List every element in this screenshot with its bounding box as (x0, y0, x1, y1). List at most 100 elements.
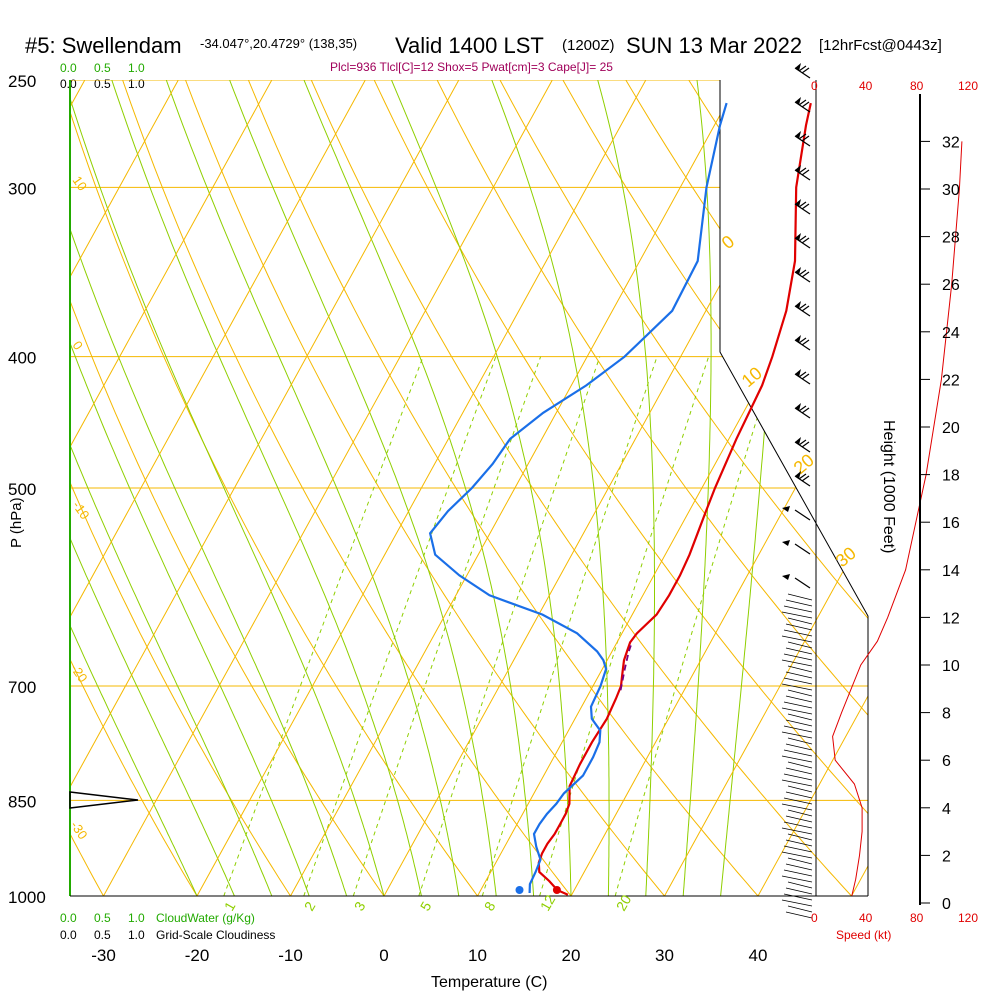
wind-barb (783, 605, 813, 613)
wind-barb-staff (781, 779, 813, 787)
wind-barb (794, 165, 811, 181)
mixing-ratio-line (303, 356, 497, 896)
wind-barb-staff (787, 881, 813, 889)
wind-barb-feather (801, 101, 810, 108)
height-tick-label: 24 (942, 325, 960, 342)
cloudiness-label: Grid-Scale Cloudiness (156, 928, 275, 942)
speed-bottom-120: 120 (958, 911, 978, 925)
wind-barb-staff (783, 845, 813, 853)
wind-barb (781, 875, 813, 883)
dry-adiabat-line (310, 80, 852, 896)
wind-barb (787, 617, 813, 625)
isotherm-line (290, 80, 740, 896)
wind-barb-staff (783, 725, 813, 733)
wind-barb-feather (801, 203, 810, 210)
wind-barb-staff (785, 815, 813, 823)
isotherms (70, 80, 868, 896)
dry-adiabat-line (185, 80, 665, 896)
temperature-tick-label: -30 (91, 946, 116, 965)
wind-barb-pennant (795, 131, 801, 139)
wind-barb (794, 199, 811, 215)
cloud-top-black-2: 1.0 (128, 77, 145, 91)
wind-barb-feather (798, 99, 807, 106)
wind-barb-staff (785, 887, 813, 895)
temperature-tick-label: 0 (379, 946, 388, 965)
valid-date: SUN 13 Mar 2022 (626, 33, 802, 58)
wind-barb-staff (785, 767, 813, 775)
moist-adiabat-line (229, 80, 497, 896)
wind-barb-staff (781, 731, 813, 739)
wind-barb-staff (787, 785, 813, 793)
cloud-bottom-black-0: 0.0 (60, 928, 77, 942)
mixing-ratio-line (352, 356, 542, 896)
wind-barb-staff (781, 851, 813, 859)
wind-barb (781, 635, 813, 643)
wind-barb (783, 869, 813, 877)
dewpoint-trace (428, 102, 728, 894)
wind-barb-staff (783, 653, 813, 661)
wind-barb (783, 629, 813, 637)
mixing-ratio-label: 2 (301, 899, 319, 914)
wind-barb-feather (798, 303, 807, 310)
mixing-ratio-label: 20 (613, 892, 635, 914)
pressure-tick-label: 500 (8, 480, 36, 499)
wind-barb-feather (798, 269, 807, 276)
wind-barb-feather (798, 65, 807, 72)
wind-barb-feather (801, 169, 810, 176)
wind-barb (794, 97, 811, 113)
wind-barb-staff (783, 797, 813, 805)
wind-barb (785, 887, 813, 895)
mixing-ratio-label: 12 (537, 892, 559, 914)
isotherm-line (664, 80, 868, 896)
wind-barb (785, 839, 813, 847)
wind-barb-staff (794, 543, 811, 555)
moist-adiabat-line (70, 80, 310, 896)
valid-time: Valid 1400 LST (395, 33, 544, 58)
height-tick-label: 16 (942, 515, 960, 532)
wind-barb-feather (798, 337, 807, 344)
wind-barb-staff (787, 857, 813, 865)
mixing-ratio-line (539, 356, 710, 896)
cloud-bottom-green-1: 0.5 (94, 911, 111, 925)
isotherm-line (570, 80, 868, 896)
cloudwater-label: CloudWater (g/Kg) (156, 911, 255, 925)
wind-barb-staff (785, 911, 813, 919)
wind-barb (781, 827, 813, 835)
height-tick-label: 6 (942, 753, 951, 770)
wind-barb (781, 731, 813, 739)
wind-barb (781, 755, 813, 763)
wind-barb-staff (785, 791, 813, 799)
sounding-traces (428, 102, 963, 897)
height-axis-label: Height (1000 Feet) (880, 420, 897, 553)
wind-barbs (781, 63, 813, 919)
wind-barb-pennant (795, 437, 801, 445)
wind-barb-staff (781, 875, 813, 883)
wind-barb (781, 707, 813, 715)
temperature-tick-label: -10 (278, 946, 303, 965)
moist-adiabat-label: 20 (790, 450, 818, 478)
wind-barb (794, 233, 811, 249)
wind-barb (785, 599, 813, 607)
temperature-trace (537, 102, 812, 896)
wind-barb (783, 725, 813, 733)
isotherm-line (70, 80, 366, 896)
wind-barb (787, 881, 813, 889)
wind-barb-pennant (795, 369, 801, 377)
speed-axis-label: Speed (kt) (836, 928, 891, 942)
isotherm-line (70, 80, 179, 896)
wind-barb-feather (801, 373, 810, 380)
moist-adiabat-line (70, 80, 385, 896)
height-tick-label: 4 (942, 801, 951, 818)
wind-barb-pennant (782, 574, 790, 580)
wind-barb-feather (798, 473, 807, 480)
wind-barb-feather (801, 339, 810, 346)
dry-adiabat-line (122, 80, 572, 896)
temperature-axis-label: Temperature (C) (431, 974, 547, 991)
wind-barb (785, 743, 813, 751)
cloudiness-marker (69, 791, 139, 809)
cloud-scale-top: 0.0 0.5 1.0 0.0 0.5 1.0 (60, 61, 145, 91)
wind-barb-feather (798, 133, 807, 140)
wind-barb (783, 821, 813, 829)
wind-barb-staff (781, 827, 813, 835)
speed-bottom-0: 0 (811, 911, 818, 925)
